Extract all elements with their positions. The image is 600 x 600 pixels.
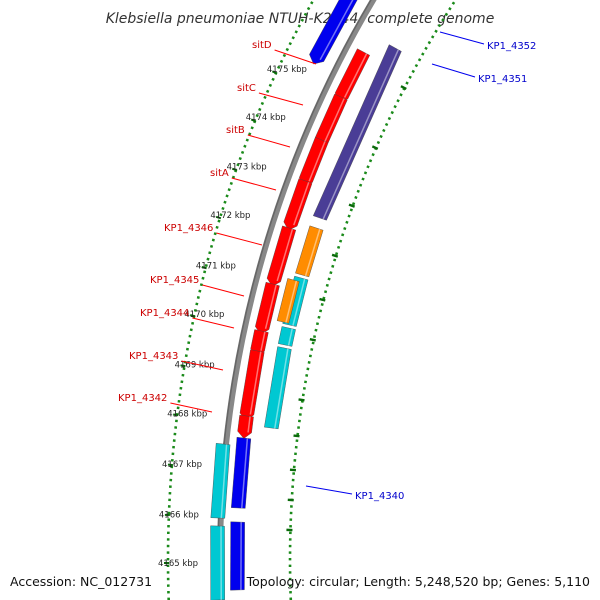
tick-label: 4166 kbp <box>159 511 199 521</box>
feature-shine <box>249 351 262 415</box>
gene-label-left: KP1_4342 <box>118 393 167 404</box>
tick-mark <box>173 413 179 417</box>
gene-label-right: KP1_4352 <box>487 41 536 52</box>
feature-red-arrow <box>237 414 254 439</box>
feature-shine <box>247 416 251 433</box>
gene-labels: sitD sitC sitB sitA KP1_4346 KP1_4345 KP1_4344… <box>118 31 536 502</box>
leader-line <box>231 177 277 191</box>
feature-kp1-4346 <box>295 225 324 278</box>
feature-shine <box>293 181 310 226</box>
track-dash <box>348 203 356 208</box>
feature-shine <box>264 284 277 329</box>
feature-shine <box>292 278 306 326</box>
leader-line <box>274 49 317 65</box>
tick-mark <box>271 70 278 75</box>
dotted-tracks <box>166 0 458 600</box>
accession-text: Accession: NC_012731 <box>10 574 152 589</box>
track-dash <box>289 468 297 472</box>
leader-line <box>247 134 291 148</box>
tick-label: 4171 kbp <box>196 262 236 272</box>
gene-label-right: KP1_4340 <box>355 491 404 502</box>
tick-mark <box>215 215 222 220</box>
feature-kp1-4343-4342 <box>264 346 292 430</box>
tick-label: 4165 kbp <box>158 559 198 569</box>
feature-shine <box>285 280 298 323</box>
leader-line <box>192 317 235 329</box>
track-dash <box>293 434 300 438</box>
leader-line <box>170 402 213 413</box>
tick-label: 4172 kbp <box>210 211 250 221</box>
feature-shine <box>260 331 266 351</box>
track-dash <box>371 145 379 150</box>
topology-text: Topology: circular; Length: 5,248,520 bp… <box>246 574 590 589</box>
gene-label-left: sitA <box>210 168 229 179</box>
tick-label: 4168 kbp <box>167 410 207 420</box>
feature-kp1-4345-orange <box>276 278 300 324</box>
feature-red-arrow <box>239 349 265 421</box>
feature-track <box>210 0 402 600</box>
tick-label: 4173 kbp <box>227 163 267 173</box>
feature-shine <box>308 141 326 182</box>
feature-kp1-4344 <box>278 326 296 347</box>
tick-label: 4170 kbp <box>184 310 224 320</box>
leader-line <box>216 232 263 246</box>
tick-label: 4169 kbp <box>175 360 215 370</box>
gene-label-left: sitB <box>226 125 245 136</box>
tick-label: 4174 kbp <box>246 113 286 123</box>
gene-label-left: sitD <box>252 40 272 51</box>
leader-line <box>258 92 304 106</box>
gene-label-left: KP1_4346 <box>164 223 213 234</box>
tick-marks: 4175 kbp 4174 kbp 4173 kbp 4172 kbp 4171 kbp… <box>158 65 307 569</box>
tick-mark <box>190 314 196 318</box>
map-title: Klebsiella pneumoniae NTUH-K2044, comple… <box>106 11 495 27</box>
feature-red-arrow <box>266 225 297 287</box>
feature-lower-blue <box>230 521 245 591</box>
feature-shine <box>304 228 321 277</box>
tick-mark <box>201 266 207 270</box>
tick-label: 4175 kbp <box>267 65 307 75</box>
feature-shine <box>322 49 400 220</box>
feature-kp1-4340-cyan <box>210 443 231 519</box>
tick-mark <box>180 364 186 368</box>
feature-kp1-4352 <box>309 0 358 65</box>
tick-mark <box>250 118 257 123</box>
feature-kp1-4340-blue <box>231 436 252 509</box>
track-dash <box>298 398 305 402</box>
leader-line <box>181 360 224 371</box>
gene-label-right: KP1_4351 <box>478 74 527 85</box>
leader-line <box>431 63 476 78</box>
feature-shine <box>276 228 294 282</box>
tick-label: 4167 kbp <box>162 460 202 470</box>
feature-red-arrow <box>255 281 280 335</box>
feature-shine <box>240 438 249 509</box>
gene-label-left: KP1_4345 <box>150 275 199 286</box>
feature-shine <box>343 53 368 98</box>
leader-line <box>439 31 485 45</box>
feature-sitD-sitA-block <box>312 44 402 221</box>
gene-label-left: sitC <box>237 83 256 94</box>
leader-line <box>202 284 245 297</box>
track-dash <box>309 337 316 342</box>
feature-shine <box>324 98 345 142</box>
feature-shine <box>274 348 289 429</box>
track-dash <box>331 253 339 258</box>
feature-shine <box>287 328 293 346</box>
tick-mark <box>231 167 238 172</box>
leader-line <box>305 485 353 495</box>
feature-shine <box>220 444 228 519</box>
track-dash <box>400 85 407 90</box>
inner-dotted-track <box>166 0 315 600</box>
feature-lower-cyan <box>210 525 225 600</box>
track-dash <box>319 297 326 302</box>
feature-red-arrow <box>283 178 313 231</box>
gene-label-left: KP1_4343 <box>129 351 178 362</box>
feature-shine <box>319 0 354 61</box>
gene-label-left: KP1_4344 <box>140 308 189 319</box>
